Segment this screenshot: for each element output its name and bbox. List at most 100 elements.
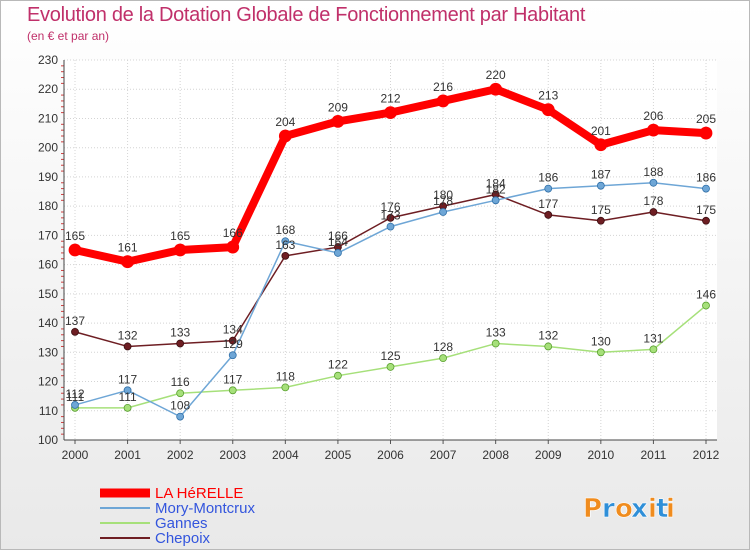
data-point-la-h-relle	[68, 243, 82, 257]
data-point-chepoix	[123, 342, 132, 351]
data-label-chepoix: 184	[486, 176, 506, 190]
data-label-mory-montcrux: 117	[118, 372, 137, 386]
data-label-la-h-relle: 166	[223, 226, 243, 240]
data-point-mory-montcrux	[123, 386, 132, 395]
data-label-mory-montcrux: 178	[433, 194, 453, 208]
data-label-gannes: 111	[66, 390, 85, 404]
logo-letter: P	[583, 494, 602, 524]
data-label-chepoix: 180	[433, 188, 453, 202]
data-label-mory-montcrux: 164	[328, 235, 348, 249]
x-tick-label: 2004	[272, 448, 299, 462]
x-tick-label: 2009	[535, 448, 562, 462]
data-point-la-h-relle	[331, 114, 345, 128]
data-point-gannes	[649, 345, 658, 354]
data-label-chepoix: 163	[275, 238, 295, 252]
data-label-la-h-relle: 216	[433, 80, 453, 94]
legend-label-chepoix: Chepoix	[155, 530, 211, 547]
data-point-mory-montcrux	[702, 184, 710, 193]
y-tick-label: 140	[38, 316, 58, 330]
logo-letter: t	[656, 494, 668, 524]
data-point-mory-montcrux	[228, 351, 237, 360]
data-point-gannes	[281, 383, 290, 392]
data-point-mory-montcrux	[71, 401, 79, 409]
data-label-mory-montcrux: 173	[380, 209, 400, 223]
data-point-mory-montcrux	[334, 249, 342, 257]
data-point-gannes	[386, 363, 395, 371]
y-tick-label: 230	[38, 53, 58, 67]
y-tick-label: 200	[38, 141, 58, 155]
data-point-mory-montcrux	[596, 181, 605, 190]
axes: 100 110 120 130 140 150 160 170 180 190 200 210 220 2…	[38, 53, 720, 462]
data-label-gannes: 117	[223, 372, 242, 386]
data-point-mory-montcrux	[439, 208, 447, 216]
data-label-gannes: 118	[276, 369, 295, 383]
data-point-la-h-relle	[489, 82, 503, 96]
data-point-gannes	[702, 301, 710, 310]
data-point-gannes	[596, 348, 605, 357]
data-point-chepoix	[281, 251, 290, 260]
logo-letter: x	[631, 494, 648, 524]
data-label-chepoix: 177	[538, 197, 558, 211]
data-point-la-h-relle	[436, 94, 450, 108]
data-label-gannes: 133	[486, 326, 506, 340]
data-label-la-h-relle: 209	[328, 100, 348, 114]
data-point-gannes	[544, 342, 553, 351]
data-point-la-h-relle	[541, 103, 555, 117]
data-labels: 137 132 133 134 163 166 176 180 184 177 175 178 175 1…	[65, 68, 716, 412]
data-point-mory-montcrux	[281, 237, 290, 246]
x-tick-label: 2006	[377, 448, 404, 462]
logo-letter: i	[666, 494, 675, 524]
data-point-mory-montcrux	[176, 412, 185, 421]
data-label-mory-montcrux: 108	[170, 399, 190, 413]
data-label-gannes: 116	[171, 375, 190, 389]
data-label-gannes: 132	[538, 328, 558, 342]
data-label-chepoix: 166	[328, 229, 348, 243]
data-label-mory-montcrux: 187	[591, 168, 611, 182]
data-point-mory-montcrux	[386, 222, 395, 231]
data-label-mory-montcrux: 168	[275, 223, 295, 237]
chart-subtitle: (en € et par an)	[27, 29, 110, 43]
y-tick-label: 110	[39, 404, 58, 418]
data-label-la-h-relle: 204	[275, 115, 295, 129]
data-label-chepoix: 134	[223, 323, 243, 337]
data-point-chepoix	[228, 336, 237, 345]
y-tick-label: 190	[38, 170, 58, 184]
data-label-la-h-relle: 212	[380, 92, 400, 106]
y-tick-label: 150	[38, 287, 58, 301]
legend-label-gannes: Gannes	[155, 515, 208, 532]
data-label-la-h-relle: 165	[170, 229, 190, 243]
data-point-mory-montcrux	[491, 196, 500, 205]
x-tick-label: 2000	[62, 448, 89, 462]
data-point-mory-montcrux	[544, 184, 553, 193]
data-point-chepoix	[71, 327, 79, 336]
data-label-chepoix: 175	[591, 203, 611, 217]
x-tick-label: 2002	[167, 448, 194, 462]
data-point-la-h-relle	[278, 129, 292, 143]
data-label-gannes: 131	[643, 331, 663, 345]
data-label-chepoix: 137	[65, 314, 85, 328]
data-label-mory-montcrux: 112	[65, 387, 84, 401]
y-tick-label: 130	[38, 345, 58, 359]
y-tick-label: 220	[38, 82, 58, 96]
grid-lines	[64, 59, 717, 441]
data-point-gannes	[123, 403, 132, 412]
data-label-mory-montcrux: 186	[538, 171, 558, 185]
data-label-la-h-relle: 213	[538, 89, 558, 103]
data-label-gannes: 111	[118, 390, 137, 404]
data-label-mory-montcrux: 188	[643, 165, 663, 179]
data-label-gannes: 128	[433, 340, 453, 354]
x-tick-label: 2008	[482, 448, 509, 462]
data-point-mory-montcrux	[649, 178, 658, 187]
data-label-la-h-relle: 161	[118, 241, 138, 255]
data-point-chepoix	[596, 216, 605, 225]
data-point-chepoix	[386, 213, 395, 222]
data-label-chepoix: 132	[118, 328, 138, 342]
data-point-chepoix	[649, 208, 658, 216]
x-tick-label: 2001	[114, 448, 141, 462]
data-point-gannes	[439, 354, 447, 363]
data-label-mory-montcrux: 182	[486, 182, 506, 196]
y-tick-label: 120	[38, 375, 58, 389]
